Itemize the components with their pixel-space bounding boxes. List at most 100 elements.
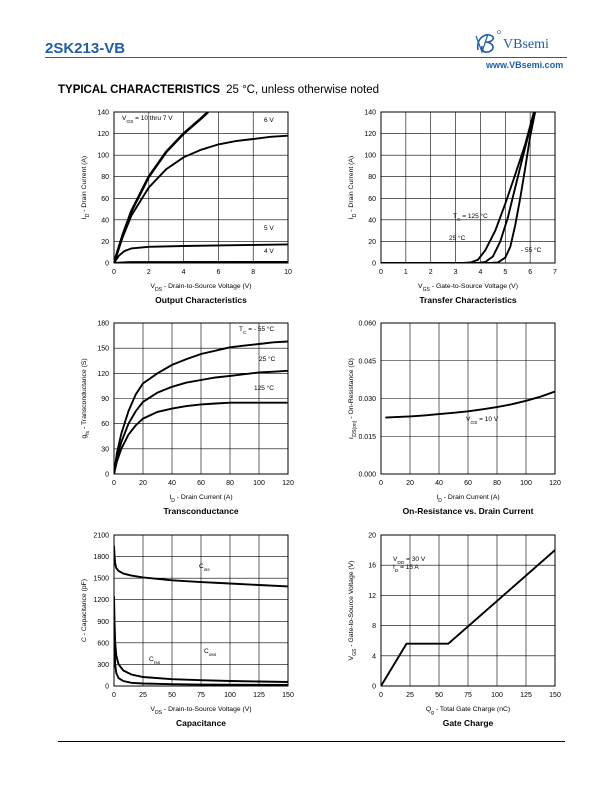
x-axis-label: ID - Drain Current (A) (436, 494, 499, 504)
plot-frame (113, 111, 289, 264)
chart-title: On-Resistance vs. Drain Current (403, 506, 534, 516)
series-label: Crss (149, 656, 161, 666)
annotation-label: VDD = 30 V (393, 556, 426, 566)
chart-2: 0 1 2 3 4 5 6 7 0 20 40 60 80 100 120 140 TC = 125 °C 25 … (348, 110, 557, 306)
vbsemi-logo-icon (475, 30, 501, 54)
y-axis-label: gfs - Transconductance (S) (81, 358, 91, 438)
y-tick-label: 80 (101, 174, 109, 181)
y-axis-label: C - Capacitance (pF) (81, 579, 88, 642)
x-tick-label: 0 (379, 480, 383, 487)
y-tick-label: 1200 (93, 597, 109, 604)
y-tick-label: 300 (97, 662, 109, 669)
y-axis-label: ID - Drain Current (A) (348, 156, 358, 219)
y-tick-label: 100 (364, 153, 376, 160)
series-label: Coss (204, 648, 217, 658)
y-axis-label: rDS(on) - On-Resistance (Ω) (348, 358, 358, 439)
y-tick-label: 30 (101, 446, 109, 453)
part-number: 2SK213-VB (45, 40, 126, 57)
section-title: TYPICAL CHARACTERISTICS (58, 84, 221, 96)
y-tick-label: 120 (97, 131, 109, 138)
y-axis-label: VGS - Gate-to-Source Voltage (V) (348, 561, 358, 661)
x-tick-label: 100 (224, 692, 236, 699)
series-label: TC = - 55 °C (239, 325, 275, 336)
series-label: 125 °C (254, 384, 274, 392)
y-tick-label: 4 (372, 653, 376, 660)
x-tick-label: 5 (503, 269, 507, 276)
series-line (114, 260, 288, 263)
y-tick-label: 20 (101, 239, 109, 246)
y-tick-label: 0 (105, 472, 109, 479)
x-tick-label: 125 (253, 692, 265, 699)
x-tick-label: 0 (379, 269, 383, 276)
y-tick-label: 20 (368, 239, 376, 246)
y-tick-label: 60 (368, 196, 376, 203)
y-tick-label: 16 (368, 563, 376, 570)
footer-rule (58, 741, 565, 742)
x-tick-label: 8 (251, 269, 255, 276)
y-tick-label: 140 (97, 110, 109, 117)
y-tick-label: 12 (368, 593, 376, 600)
y-axis-label: ID - Drain Current (A) (81, 156, 91, 219)
series-label: TC = 125 °C (453, 212, 488, 223)
y-tick-label: 100 (97, 153, 109, 160)
y-tick-label: 180 (97, 321, 109, 328)
y-tick-label: 0.060 (358, 321, 376, 328)
x-tick-label: 7 (553, 269, 557, 276)
annotation-label: ID = 15 A (393, 564, 419, 574)
x-tick-label: 100 (491, 692, 503, 699)
x-tick-label: 20 (406, 480, 414, 487)
chart-4: 0 20 40 60 80 100 120 0.000 0.015 0.030 0.045 0.060… (348, 321, 561, 517)
y-tick-label: 0 (372, 261, 376, 268)
x-tick-label: 100 (520, 480, 532, 487)
y-tick-label: 0 (105, 261, 109, 268)
x-tick-label: 120 (549, 480, 561, 487)
chart-title: Gate Charge (443, 718, 494, 728)
y-tick-label: 120 (97, 371, 109, 378)
x-tick-label: 150 (282, 692, 294, 699)
series-line (114, 621, 288, 686)
x-axis-label: VGS - Gate-to-Source Voltage (V) (418, 283, 518, 293)
x-tick-label: 120 (282, 480, 294, 487)
chart-title: Transfer Characteristics (419, 295, 517, 305)
x-tick-label: 40 (435, 480, 443, 487)
y-tick-label: 0.030 (358, 396, 376, 403)
series-label: Ciss (199, 563, 210, 573)
section-subtitle: 25 °C, unless otherwise noted (226, 84, 379, 96)
x-tick-label: 6 (216, 269, 220, 276)
x-tick-label: 4 (182, 269, 186, 276)
x-tick-label: 0 (112, 269, 116, 276)
y-tick-label: 40 (368, 217, 376, 224)
x-tick-label: 3 (454, 269, 458, 276)
y-tick-label: 90 (101, 396, 109, 403)
x-tick-label: 20 (139, 480, 147, 487)
chart-6: 0 25 50 75 100 125 150 0 4 8 12 16 20 VDD = 30 VID = … (348, 533, 561, 729)
x-tick-label: 40 (168, 480, 176, 487)
x-tick-label: 125 (520, 692, 532, 699)
x-tick-label: 75 (197, 692, 205, 699)
x-tick-label: 0 (112, 692, 116, 699)
x-tick-label: 75 (464, 692, 472, 699)
series-line (114, 112, 209, 263)
series-line (381, 112, 537, 263)
x-axis-label: ID - Drain Current (A) (169, 494, 232, 504)
x-tick-label: 60 (197, 480, 205, 487)
series-label: 5 V (264, 225, 274, 232)
y-tick-label: 8 (372, 623, 376, 630)
y-tick-label: 40 (101, 217, 109, 224)
x-tick-label: 6 (528, 269, 532, 276)
x-tick-label: 60 (464, 480, 472, 487)
plot-frame (380, 322, 556, 475)
x-tick-label: 25 (406, 692, 414, 699)
x-tick-label: 50 (168, 692, 176, 699)
x-tick-label: 0 (112, 480, 116, 487)
series-line (385, 390, 555, 419)
website-link[interactable]: www.VBsemi.com (486, 60, 564, 70)
chart-5: 0 25 50 75 100 125 150030060090012001500180021… (81, 533, 294, 729)
x-tick-label: 50 (435, 692, 443, 699)
chart-3: 0 20 40 60 80 100 120 0 30 60 90 120 150 180 TC = - 55… (81, 321, 294, 517)
chart-title: Capacitance (176, 718, 226, 728)
plot-frame (113, 322, 289, 475)
x-tick-label: 2 (147, 269, 151, 276)
